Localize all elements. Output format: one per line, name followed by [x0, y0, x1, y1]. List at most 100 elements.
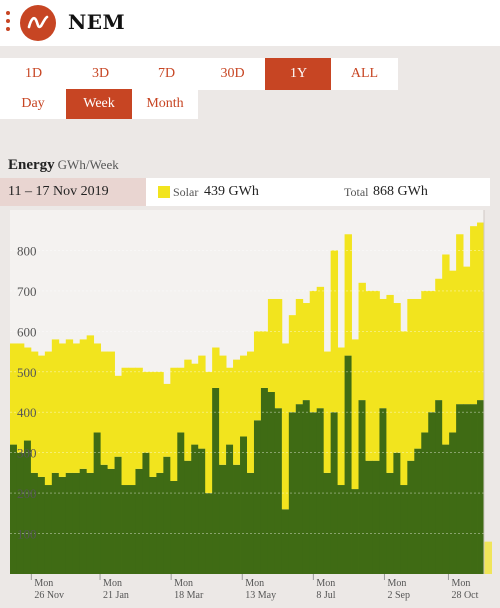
x-tick-label: 28 Oct [451, 590, 478, 601]
solar-value: 439 GWh [204, 184, 259, 199]
bar-other [30, 472, 39, 574]
bar-solar [219, 355, 227, 465]
bar-solar [149, 371, 157, 477]
bar-solar [100, 351, 108, 465]
bar-other [37, 476, 46, 574]
bar-solar [337, 347, 345, 486]
bar-solar [344, 234, 352, 356]
bar-other [456, 404, 464, 574]
bar-solar [407, 298, 415, 461]
bar-other [184, 460, 192, 574]
bar-solar [114, 375, 122, 457]
bar-solar [23, 347, 32, 441]
bar-other [93, 432, 102, 574]
range-tab-1y[interactable]: 1Y [265, 58, 332, 90]
bar-other [86, 472, 95, 574]
energy-chart[interactable]: 100 200 300 400 500 600 700 800 Mon 26 Nov Mon 21 J… [0, 207, 500, 608]
bar-other [400, 485, 408, 574]
bar-solar [79, 339, 88, 469]
hover-legend: 11 – 17 Nov 2019 Solar 439 GWh Total 868… [0, 178, 490, 206]
bar-other [198, 448, 206, 574]
bar-solar [316, 286, 325, 409]
bar-other [407, 460, 415, 574]
bar-solar [463, 266, 471, 405]
bar-solar [274, 298, 283, 409]
bar-other [191, 444, 199, 574]
bar-solar [65, 339, 74, 473]
bar-other [274, 408, 283, 574]
bar-solar [379, 298, 387, 409]
bar-other [477, 400, 485, 574]
bar-other [58, 476, 67, 574]
range-tab-3d[interactable]: 3D [67, 58, 134, 90]
range-tab-1d[interactable]: 1D [0, 58, 67, 90]
y-tick-label: 100 [17, 527, 37, 542]
bar-solar [400, 331, 408, 486]
bar-solar [233, 359, 241, 465]
bar-other [163, 456, 171, 574]
bar-solar [288, 315, 297, 413]
bar-solar [456, 234, 464, 405]
bar-other [156, 472, 164, 574]
solar-label: Solar [173, 185, 199, 199]
bar-other [393, 452, 401, 574]
total-label: Total [344, 185, 369, 199]
x-tick-label: 26 Nov [34, 590, 64, 601]
bar-other [100, 464, 108, 574]
bar-other [372, 460, 380, 574]
x-tick-label: Mon [174, 578, 193, 589]
range-tab-all[interactable]: ALL [331, 58, 398, 90]
bar-other [463, 404, 471, 574]
bar-solar [428, 290, 436, 413]
bar-solar [226, 367, 234, 445]
bar-other [177, 432, 185, 574]
bar-other [414, 448, 422, 574]
bar-other [205, 493, 213, 574]
bar-other [386, 472, 394, 574]
period-tab-month[interactable]: Month [132, 89, 198, 119]
bar-other [212, 387, 220, 574]
bar-solar [121, 367, 129, 486]
bar-other [79, 468, 88, 574]
bar-solar [128, 367, 136, 486]
bar-solar [44, 351, 53, 486]
bar-other [309, 412, 318, 574]
bar-other [72, 472, 81, 574]
range-tab-30d[interactable]: 30D [199, 58, 266, 90]
bar-other [435, 400, 443, 574]
bar-solar [16, 343, 25, 453]
bar-other [260, 387, 269, 574]
bar-other [267, 392, 276, 574]
x-tick-label: 2 Sep [387, 590, 410, 601]
wave-icon[interactable] [20, 5, 56, 41]
bar-other [323, 472, 332, 574]
bar-solar [191, 363, 199, 445]
x-tick-label: 18 Mar [174, 590, 204, 601]
range-tabs: 1D 3D 7D 30D 1Y ALL [0, 58, 400, 90]
bar-solar [156, 371, 164, 473]
bar-other [421, 432, 429, 574]
bar-other [23, 440, 32, 574]
x-tick-label: Mon [316, 578, 335, 589]
bar-other [351, 489, 359, 574]
bar-other [358, 400, 366, 574]
x-tick-label: Mon [245, 578, 264, 589]
range-tab-7d[interactable]: 7D [133, 58, 200, 90]
bar-other [170, 480, 178, 574]
total-value: 868 GWh [373, 184, 428, 199]
x-tick-label: 8 Jul [316, 590, 335, 601]
solar-swatch [158, 186, 170, 198]
period-tab-week[interactable]: Week [66, 89, 132, 119]
bar-other [65, 472, 74, 574]
y-tick-label: 200 [17, 486, 37, 501]
bar-solar [170, 367, 178, 481]
bar-solar [163, 383, 171, 457]
period-tab-day[interactable]: Day [0, 89, 66, 119]
bar-solar [212, 347, 220, 388]
bar-solar [260, 331, 269, 388]
bar-solar [107, 351, 115, 469]
vertical-dots-icon[interactable] [6, 11, 12, 35]
bar-solar [414, 298, 422, 449]
bar-solar [86, 335, 95, 473]
